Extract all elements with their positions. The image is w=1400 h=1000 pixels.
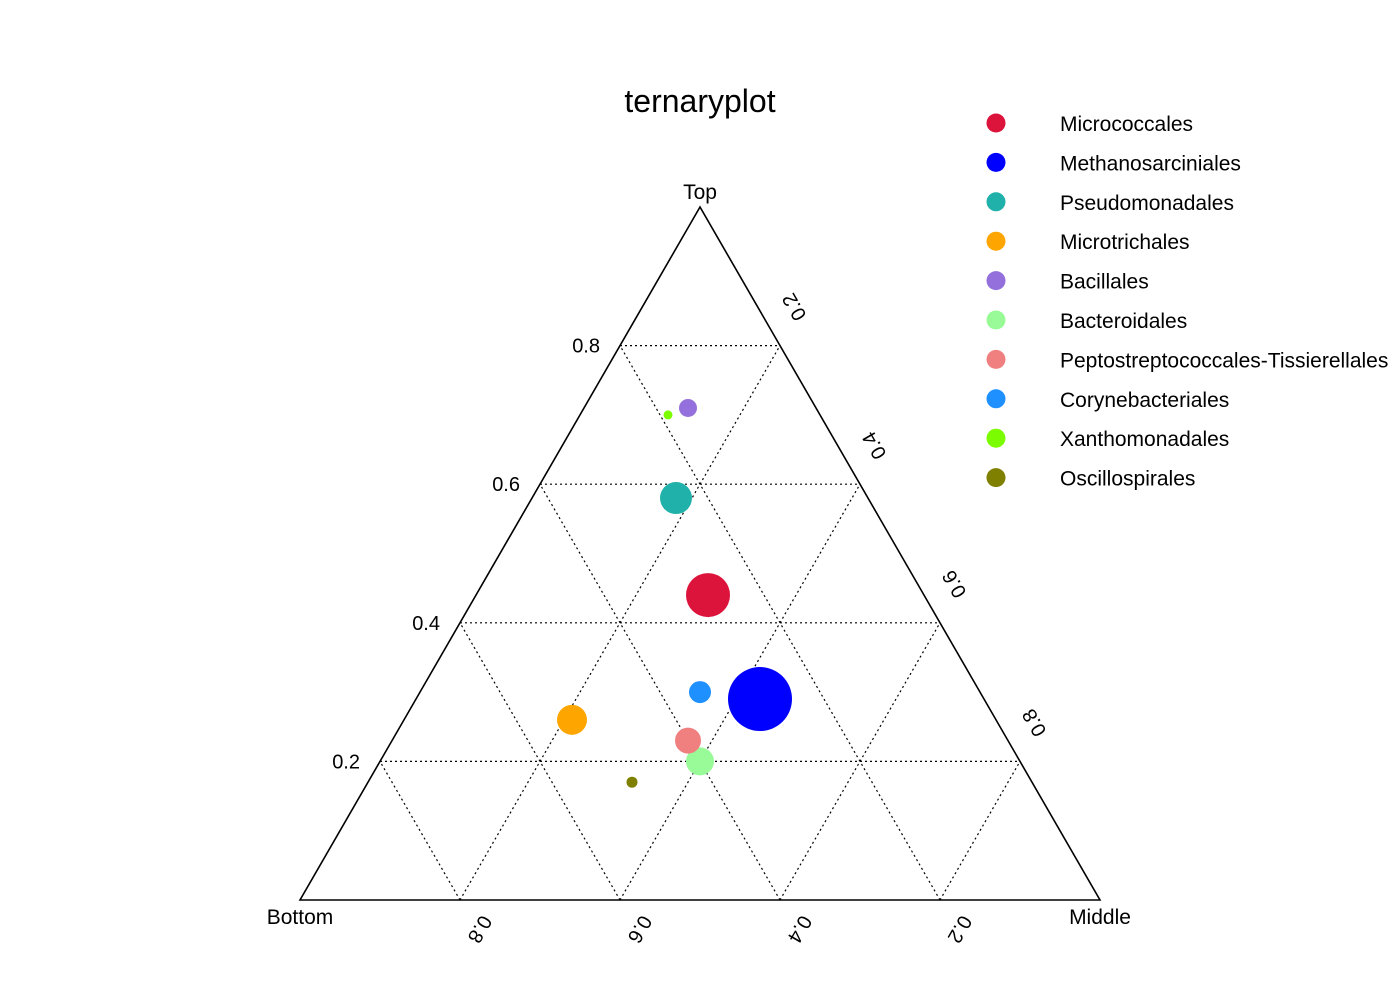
- data-point-microtrichales: [557, 704, 587, 735]
- grid-line-bottom-0.4: [539, 483, 781, 901]
- tick-label-bottom: 0.2: [943, 911, 976, 946]
- legend-marker: [986, 192, 1006, 212]
- data-point-methanosarciniales: [728, 667, 792, 732]
- tick-label-middle: 0.6: [938, 566, 971, 601]
- data-point-bacteroidales: [686, 747, 714, 776]
- data-point-oscillospirales: [626, 776, 638, 788]
- grid-line-middle-0.6: [779, 622, 941, 901]
- grid-line-middle-0.8: [939, 761, 1021, 901]
- data-point-xanthomonadales: [663, 410, 673, 420]
- legend-label: Peptostreptococcales-Tissierellales: [1060, 349, 1388, 372]
- chart-title: ternaryplot: [624, 83, 775, 119]
- tick-label-top: 0.2: [332, 751, 360, 773]
- legend-marker: [986, 152, 1006, 172]
- triangle-frame: [298, 205, 1102, 901]
- legend-label: Microtrichales: [1060, 231, 1190, 254]
- data-point-bacillales: [679, 398, 697, 417]
- tick-label-bottom: 0.8: [463, 911, 496, 946]
- tick-label-top: 0.4: [412, 613, 440, 635]
- legend-label: Micrococcales: [1060, 113, 1193, 136]
- legend-label: Oscillospirales: [1060, 468, 1195, 491]
- legend: Micrococcales Methanosarciniales Pseudomon…: [986, 113, 1388, 491]
- vertex-label-middle: Middle: [1069, 906, 1131, 929]
- data-point-corynebacteriales: [689, 681, 711, 704]
- vertex-label-top: Top: [683, 181, 717, 204]
- legend-marker: [986, 231, 1006, 251]
- legend-label: Xanthomonadales: [1060, 428, 1229, 451]
- grid-layer: [379, 345, 1021, 901]
- vertex-label-bottom: Bottom: [267, 906, 334, 929]
- legend-marker: [986, 428, 1006, 448]
- tick-label-top: 0.8: [572, 336, 600, 358]
- legend-label: Methanosarciniales: [1060, 152, 1241, 175]
- data-point-micrococcales: [686, 573, 730, 618]
- legend-marker: [986, 310, 1006, 330]
- grid-line-bottom-0.6: [459, 622, 621, 901]
- grid-line-bottom-0.8: [379, 761, 461, 901]
- tick-label-bottom: 0.4: [783, 911, 816, 946]
- legend-marker: [986, 389, 1006, 409]
- tick-labels: 0.2 0.4 0.6 0.8 0.2 0.4 0.6 0.8 0.8 0.6 0.4 0.2: [332, 289, 1051, 946]
- legend-marker: [986, 468, 1006, 488]
- legend-marker: [986, 271, 1006, 291]
- legend-label: Bacillales: [1060, 271, 1149, 294]
- tick-label-top: 0.6: [492, 474, 520, 496]
- legend-marker: [986, 349, 1006, 369]
- data-point-pseudomonadales: [660, 482, 692, 515]
- legend-label: Corynebacteriales: [1060, 389, 1229, 412]
- tick-label-bottom: 0.6: [623, 911, 656, 946]
- data-points: [557, 398, 792, 788]
- legend-marker: [986, 113, 1006, 133]
- tick-label-middle: 0.2: [778, 289, 811, 324]
- tick-label-middle: 0.4: [858, 428, 891, 463]
- tick-label-middle: 0.8: [1018, 705, 1051, 740]
- legend-label: Pseudomonadales: [1060, 192, 1234, 215]
- data-point-peptostreptococcales-tissierellales: [675, 727, 701, 754]
- legend-label: Bacteroidales: [1060, 310, 1187, 333]
